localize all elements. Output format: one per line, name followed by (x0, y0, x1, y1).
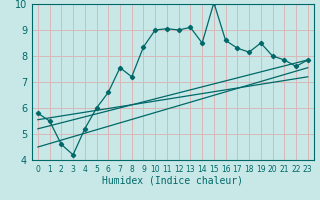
X-axis label: Humidex (Indice chaleur): Humidex (Indice chaleur) (102, 175, 243, 185)
